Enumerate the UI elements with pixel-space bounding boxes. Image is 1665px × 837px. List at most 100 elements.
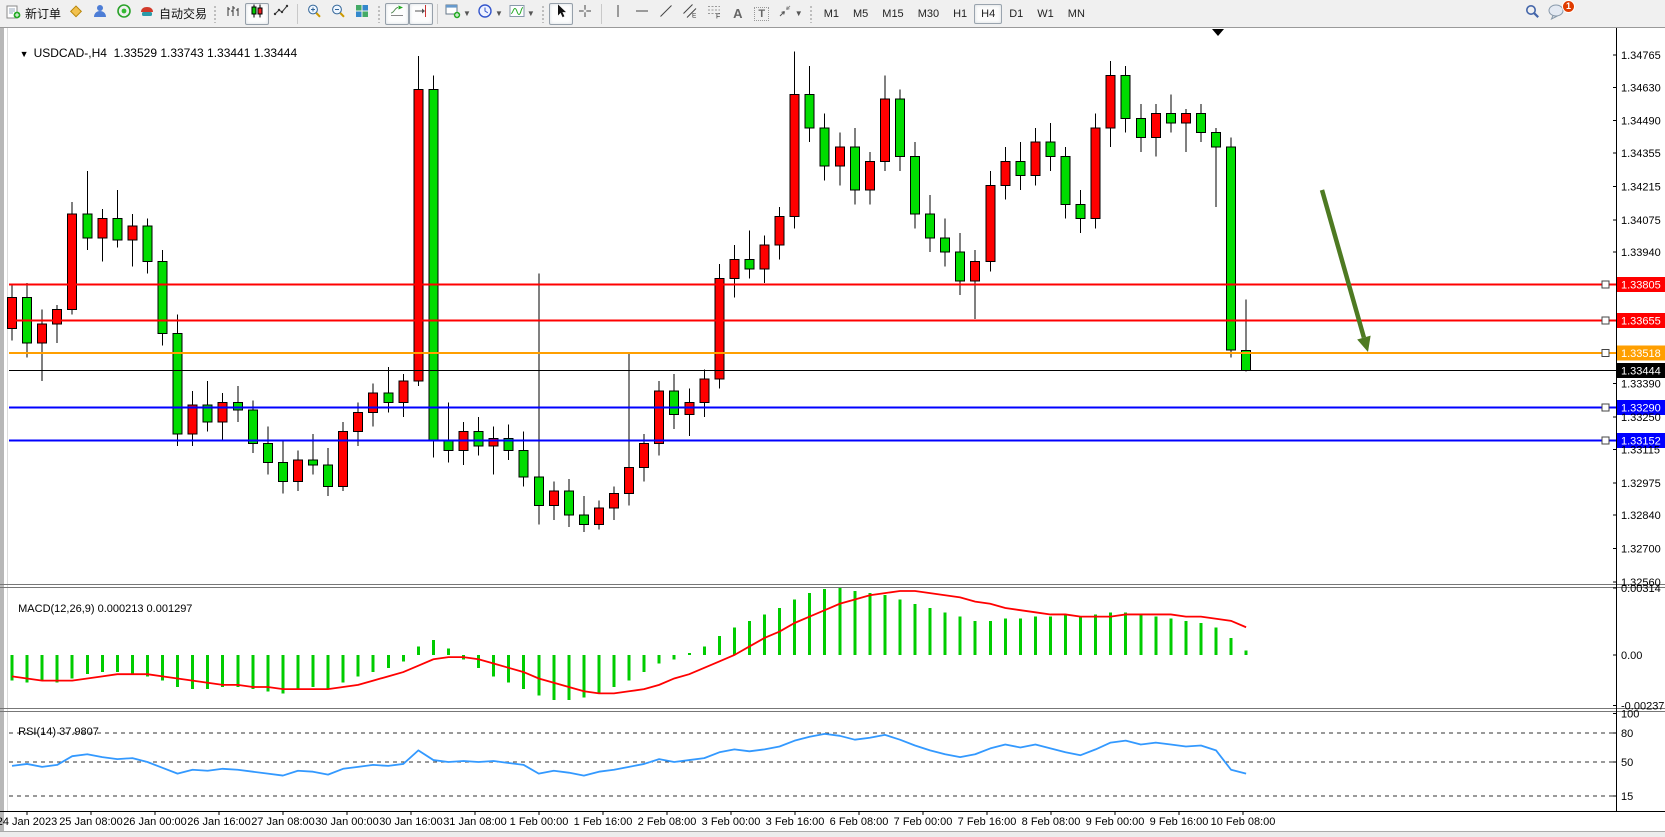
- new-chart-icon: [445, 3, 461, 24]
- svg-text:1.33940: 1.33940: [1621, 247, 1661, 259]
- tile-windows-button[interactable]: [350, 3, 374, 25]
- new-order-button[interactable]: 新订单: [3, 3, 64, 25]
- search-icon: [1524, 3, 1541, 25]
- svg-text:26 Jan 16:00: 26 Jan 16:00: [187, 816, 251, 828]
- svg-text:1.34490: 1.34490: [1621, 116, 1661, 128]
- timeframe-M1[interactable]: M1: [823, 7, 839, 20]
- svg-text:6 Feb 08:00: 6 Feb 08:00: [830, 816, 889, 828]
- market-watch-button[interactable]: [64, 3, 88, 25]
- svg-text:10 Feb 08:00: 10 Feb 08:00: [1211, 816, 1276, 828]
- periods-icon: [477, 3, 493, 24]
- svg-text:F: F: [716, 14, 720, 20]
- svg-text:1.33250: 1.33250: [1621, 412, 1661, 424]
- svg-text:1.34075: 1.34075: [1621, 215, 1661, 227]
- data-window-button[interactable]: [88, 3, 112, 25]
- chat-button[interactable]: 1: [1544, 0, 1575, 25]
- svg-text:7 Feb 16:00: 7 Feb 16:00: [958, 816, 1017, 828]
- svg-text:1.33290: 1.33290: [1621, 403, 1661, 415]
- new-chart-button[interactable]: ▼: [442, 3, 474, 25]
- rsi-pane: 100 80 50 15: [9, 709, 1639, 803]
- toolbar-separator: [297, 3, 299, 24]
- svg-text:1 Feb 16:00: 1 Feb 16:00: [574, 816, 633, 828]
- candlestick-chart-button[interactable]: [245, 2, 270, 25]
- rsi-line: [11, 732, 1247, 777]
- fibonacci-button[interactable]: F: [702, 3, 726, 25]
- periods-button[interactable]: ▼: [474, 3, 506, 25]
- timeframe-D1[interactable]: D1: [1009, 7, 1024, 20]
- crosshair-button[interactable]: [573, 3, 597, 25]
- timeframe-H4[interactable]: H4: [974, 3, 1003, 24]
- zoom-in-button[interactable]: [302, 3, 326, 25]
- svg-text:80: 80: [1621, 728, 1633, 740]
- text-button[interactable]: A: [726, 3, 750, 25]
- toolbar-grip: [377, 4, 383, 23]
- crosshair-icon: [577, 3, 593, 24]
- line-chart-button[interactable]: [269, 3, 293, 25]
- rsi-name-label: RSI(14): [18, 726, 57, 738]
- timeframe-W1[interactable]: W1: [1037, 7, 1054, 20]
- auto-trading-button[interactable]: 自动交易: [136, 3, 210, 25]
- svg-text:3 Feb 00:00: 3 Feb 00:00: [702, 816, 761, 828]
- indicators-button[interactable]: ▼: [506, 3, 538, 25]
- one-click-trading-icon[interactable]: ▼: [19, 49, 29, 59]
- chart-shift-marker-icon[interactable]: [1212, 29, 1224, 36]
- bar-chart-button[interactable]: [221, 3, 245, 25]
- auto-trading-label: 自动交易: [159, 7, 208, 21]
- macd-signal-line: [11, 590, 1247, 695]
- timeframe-bar: M1 M5 M15 M30 H1 H4 D1 W1 MN: [817, 3, 1092, 24]
- arrow-annotation[interactable]: [1319, 189, 1371, 352]
- svg-text:1.33805: 1.33805: [1621, 279, 1661, 291]
- horizontal-line-button[interactable]: [630, 3, 654, 25]
- main-toolbar: 新订单 自动交易 ▼ ▼: [0, 0, 1665, 27]
- timeframe-M15[interactable]: M15: [882, 7, 904, 20]
- macd-pane-title: MACD(12,26,9) 0.000213 0.001297: [12, 591, 192, 615]
- cursor-button[interactable]: [548, 2, 573, 25]
- svg-text:31 Jan 08:00: 31 Jan 08:00: [443, 816, 507, 828]
- toolbar-grip: [808, 4, 814, 23]
- svg-text:1.33152: 1.33152: [1621, 436, 1661, 448]
- data-window-icon: [92, 3, 108, 24]
- chevron-down-icon: ▼: [526, 9, 535, 18]
- svg-text:2 Feb 08:00: 2 Feb 08:00: [638, 816, 697, 828]
- svg-text:24 Jan 2023: 24 Jan 2023: [0, 816, 57, 828]
- svg-text:15: 15: [1621, 791, 1633, 803]
- svg-text:0.00: 0.00: [1621, 650, 1642, 662]
- trend-line-icon: [658, 3, 674, 24]
- equidistant-channel-button[interactable]: E: [678, 3, 702, 25]
- svg-text:0.00314: 0.00314: [1621, 583, 1661, 595]
- new-order-label: 新订单: [25, 7, 62, 21]
- zoom-in-icon: [306, 3, 322, 24]
- text-label-icon: T: [754, 6, 770, 21]
- svg-text:1.32840: 1.32840: [1621, 510, 1661, 522]
- vertical-line-icon: [611, 3, 625, 24]
- macd-name-label: MACD(12,26,9): [18, 603, 95, 615]
- svg-text:1.34215: 1.34215: [1621, 181, 1661, 193]
- toolbar-separator: [437, 3, 439, 24]
- timeframe-M5[interactable]: M5: [853, 7, 869, 20]
- horizontal-line-icon: [634, 3, 650, 24]
- text-icon: A: [733, 6, 743, 21]
- broadcast-button[interactable]: [112, 3, 136, 25]
- text-label-button[interactable]: T: [750, 3, 774, 25]
- arrows-button[interactable]: ▼: [774, 3, 806, 25]
- chart-shift-icon: [413, 3, 429, 24]
- trend-line-button[interactable]: [654, 3, 678, 25]
- svg-text:E: E: [692, 13, 697, 20]
- svg-text:9 Feb 00:00: 9 Feb 00:00: [1086, 816, 1145, 828]
- auto-scroll-button[interactable]: [385, 2, 410, 25]
- toolbar-grip: [213, 4, 219, 23]
- svg-text:1.34765: 1.34765: [1621, 50, 1661, 62]
- svg-text:100: 100: [1621, 709, 1639, 721]
- timeframe-MN[interactable]: MN: [1067, 7, 1085, 20]
- indicators-icon: [509, 3, 525, 24]
- timeframe-M30[interactable]: M30: [917, 7, 940, 20]
- search-button[interactable]: [1520, 3, 1544, 25]
- vertical-line-button[interactable]: [606, 3, 630, 25]
- svg-text:7 Feb 00:00: 7 Feb 00:00: [894, 816, 953, 828]
- chart-symbol-label: USDCAD-,H4: [33, 46, 107, 60]
- arrows-icon: [777, 3, 793, 24]
- zoom-out-button[interactable]: [326, 3, 350, 25]
- chart-shift-button[interactable]: [409, 2, 434, 25]
- timeframe-H1[interactable]: H1: [953, 7, 968, 20]
